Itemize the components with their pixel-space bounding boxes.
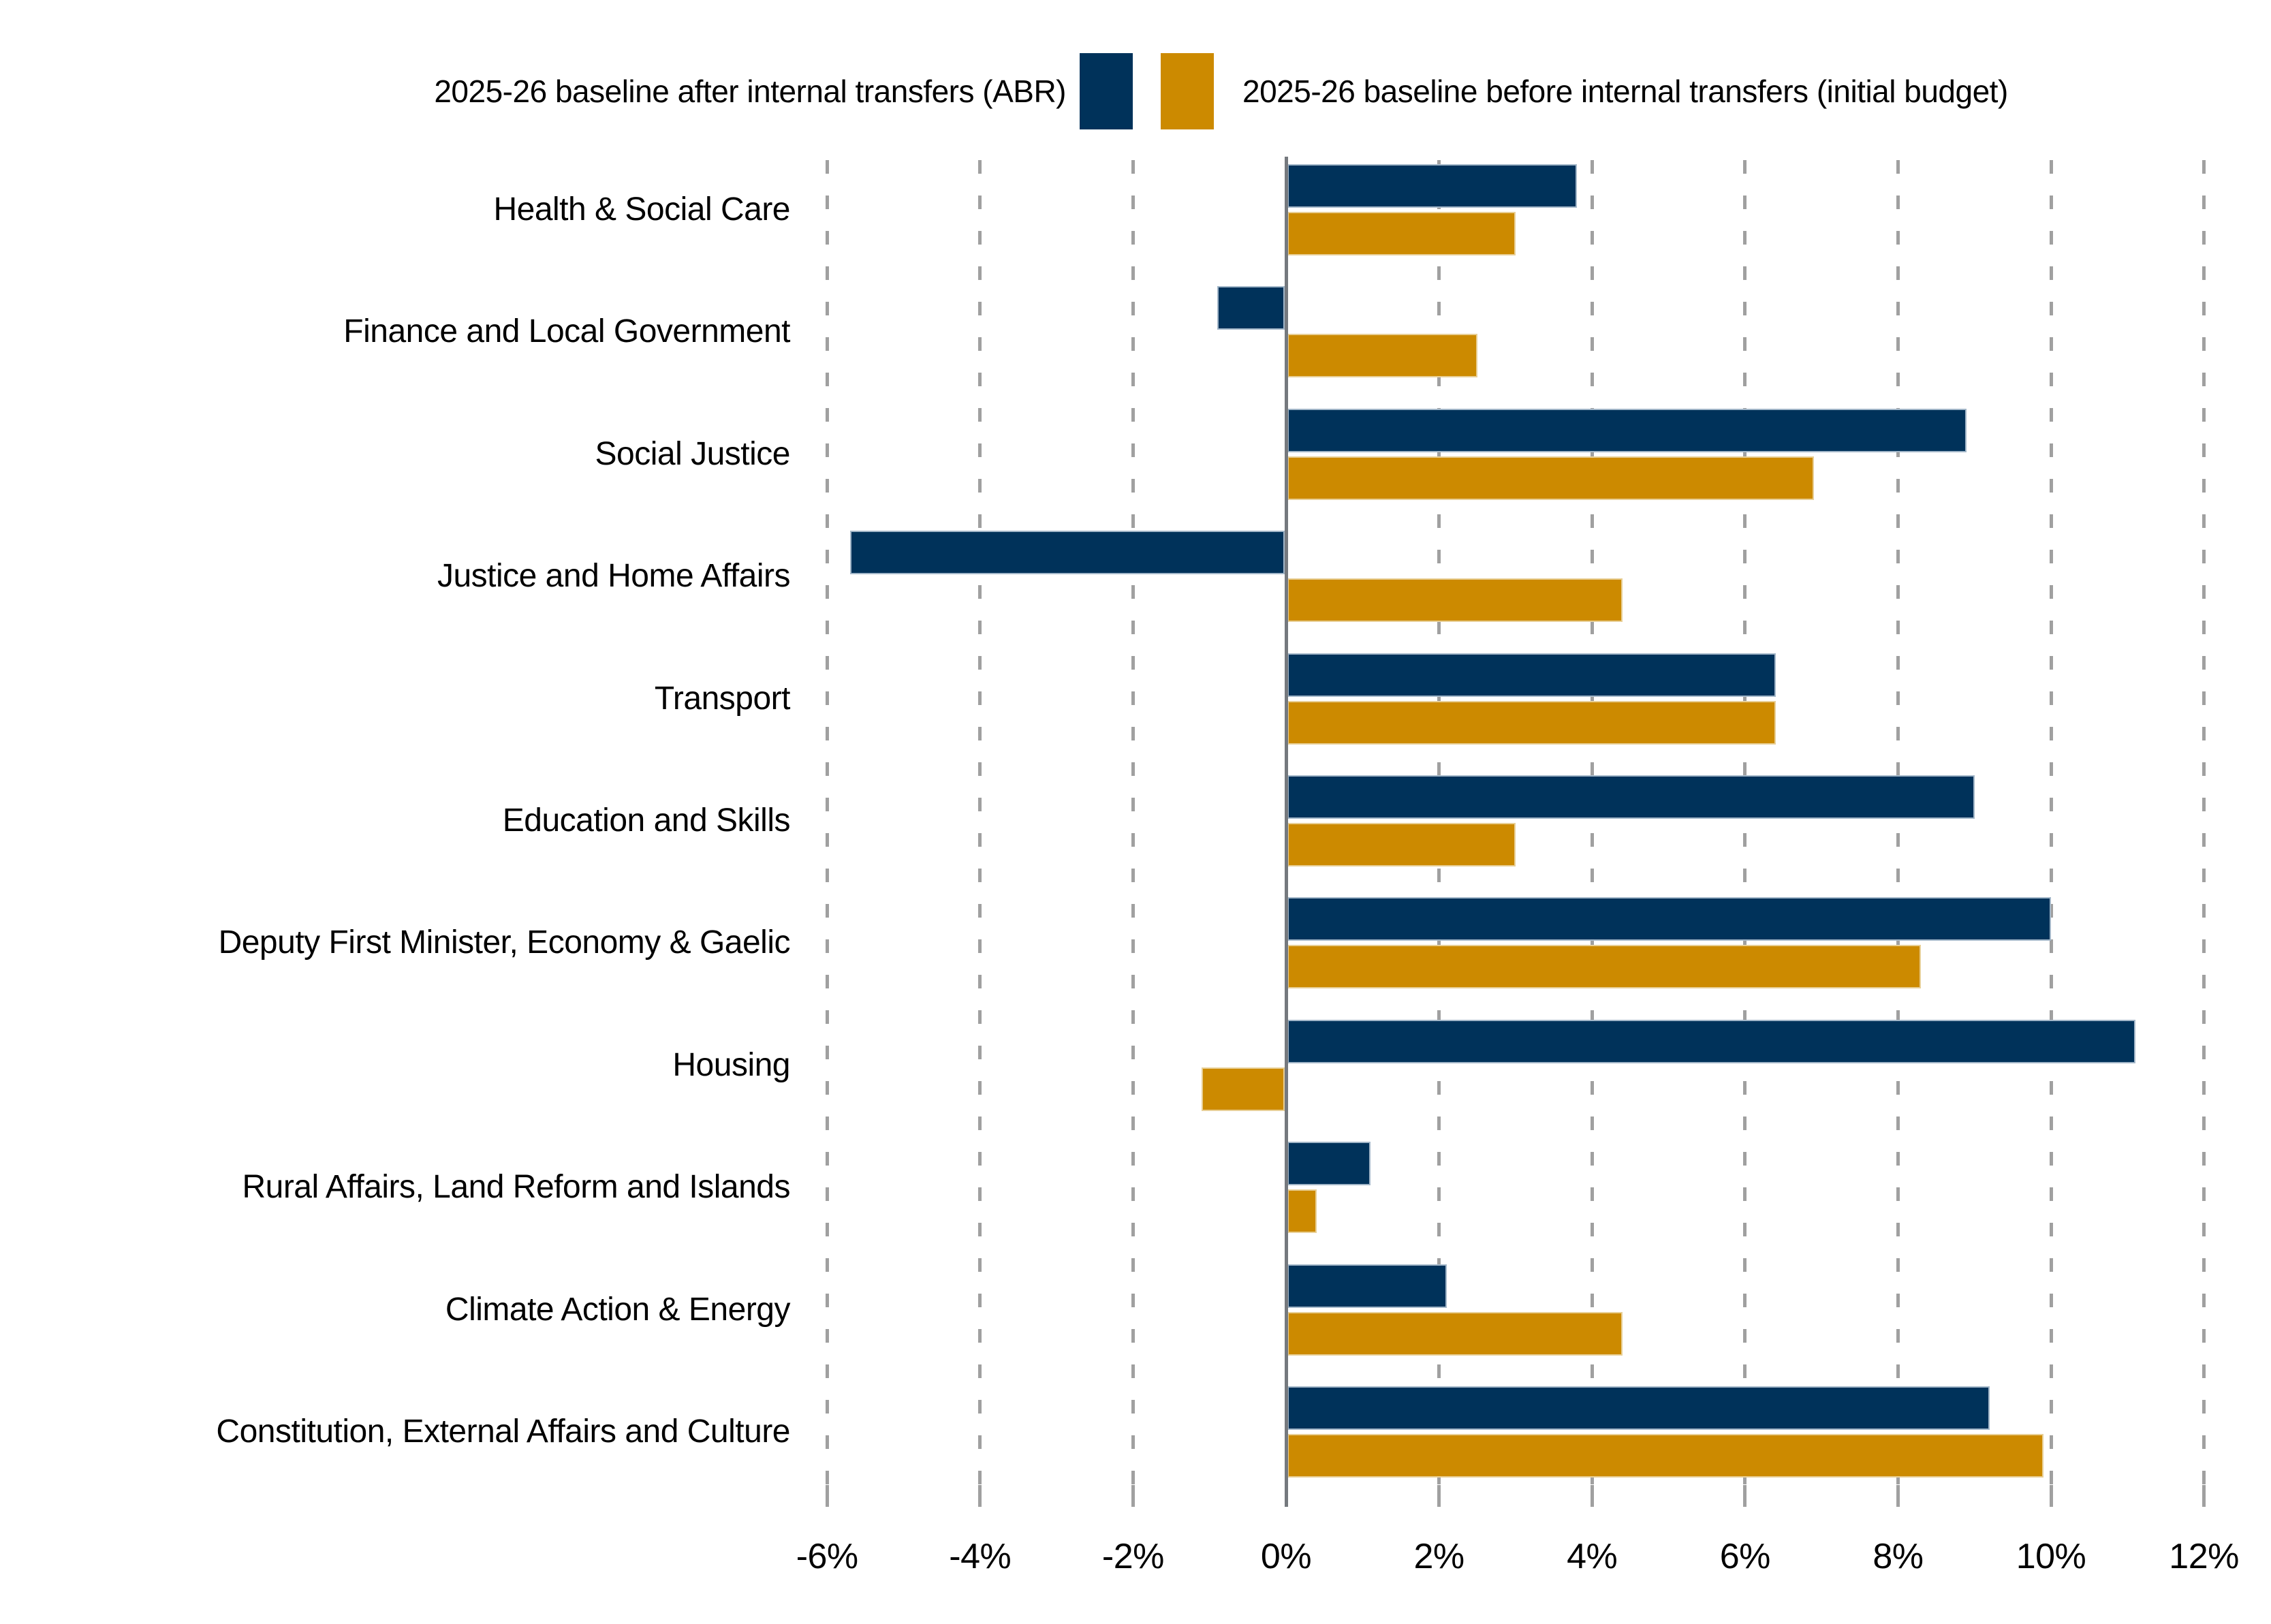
x-axis-label-12%: 12% bbox=[2169, 1537, 2239, 1576]
bar-initial-health-social-care bbox=[1287, 212, 1516, 255]
bar-abr-deputy-first-minister-economy-gaelic bbox=[1287, 897, 2051, 941]
axis-tick--4% bbox=[978, 1485, 982, 1507]
gridline--2% bbox=[1131, 160, 1135, 1485]
bar-abr-social-justice bbox=[1287, 408, 1967, 452]
category-label-finance-and-local-government: Finance and Local Government bbox=[343, 313, 790, 350]
x-axis-label-10%: 10% bbox=[2016, 1537, 2086, 1576]
category-label-rural-affairs-land-reform-and-islands: Rural Affairs, Land Reform and Islands bbox=[242, 1169, 790, 1206]
bar-abr-transport bbox=[1287, 653, 1776, 697]
gridline-6% bbox=[1743, 160, 1747, 1485]
bar-abr-justice-and-home-affairs bbox=[849, 531, 1285, 575]
axis-tick-6% bbox=[1743, 1485, 1747, 1507]
legend-swatch-abr-icon bbox=[1080, 53, 1133, 129]
bar-initial-constitution-external-affairs-and-culture bbox=[1287, 1434, 2043, 1478]
x-axis-label-6%: 6% bbox=[1719, 1537, 1771, 1576]
gridline-2% bbox=[1437, 160, 1441, 1485]
x-axis-label--6%: -6% bbox=[796, 1537, 858, 1576]
bar-abr-housing bbox=[1287, 1019, 2135, 1063]
bar-abr-rural-affairs-land-reform-and-islands bbox=[1287, 1142, 1371, 1186]
category-label-transport: Transport bbox=[654, 680, 791, 717]
gridline-4% bbox=[1590, 160, 1594, 1485]
axis-tick--2% bbox=[1131, 1485, 1135, 1507]
gridline--4% bbox=[978, 160, 982, 1485]
bar-initial-education-and-skills bbox=[1287, 823, 1516, 866]
zero-axis-line bbox=[1284, 157, 1288, 1507]
category-label-social-justice: Social Justice bbox=[595, 435, 791, 472]
x-axis-label-2%: 2% bbox=[1413, 1537, 1465, 1576]
legend-swatch-initial-icon bbox=[1161, 53, 1214, 129]
category-label-deputy-first-minister-economy-gaelic: Deputy First Minister, Economy & Gaelic bbox=[218, 924, 791, 961]
axis-tick-4% bbox=[1590, 1485, 1594, 1507]
x-axis-label-8%: 8% bbox=[1873, 1537, 1924, 1576]
axis-tick-10% bbox=[2049, 1485, 2053, 1507]
bar-abr-health-social-care bbox=[1287, 164, 1577, 208]
category-label-justice-and-home-affairs: Justice and Home Affairs bbox=[437, 558, 791, 595]
x-axis-label--2%: -2% bbox=[1101, 1537, 1164, 1576]
gridline-10% bbox=[2049, 160, 2053, 1485]
bar-initial-finance-and-local-government bbox=[1287, 334, 1477, 378]
axis-tick--6% bbox=[825, 1485, 829, 1507]
category-label-climate-action-energy: Climate Action & Energy bbox=[445, 1291, 791, 1328]
gridline-8% bbox=[1896, 160, 1900, 1485]
x-axis-label-4%: 4% bbox=[1567, 1537, 1618, 1576]
axis-tick-2% bbox=[1437, 1485, 1441, 1507]
x-axis-label--4%: -4% bbox=[949, 1537, 1012, 1576]
axis-tick-12% bbox=[2202, 1485, 2206, 1507]
category-label-health-social-care: Health & Social Care bbox=[493, 191, 790, 228]
axis-tick-8% bbox=[1896, 1485, 1900, 1507]
bar-initial-deputy-first-minister-economy-gaelic bbox=[1287, 945, 1922, 989]
category-label-constitution-external-affairs-and-culture: Constitution, External Affairs and Cultu… bbox=[216, 1414, 790, 1450]
legend-label-abr: 2025-26 baseline after internal transfer… bbox=[434, 74, 1066, 109]
bar-initial-housing bbox=[1202, 1067, 1285, 1111]
bar-initial-rural-affairs-land-reform-and-islands bbox=[1287, 1189, 1317, 1234]
gridline--6% bbox=[825, 160, 829, 1485]
legend-label-initial: 2025-26 baseline before internal transfe… bbox=[1242, 74, 2008, 109]
bar-abr-climate-action-energy bbox=[1287, 1264, 1447, 1308]
category-label-education-and-skills: Education and Skills bbox=[502, 802, 791, 839]
bar-initial-justice-and-home-affairs bbox=[1287, 578, 1623, 623]
bar-initial-climate-action-energy bbox=[1287, 1311, 1623, 1356]
bar-abr-finance-and-local-government bbox=[1217, 286, 1285, 330]
bar-initial-social-justice bbox=[1287, 456, 1814, 500]
bar-initial-transport bbox=[1287, 700, 1776, 745]
bar-abr-constitution-external-affairs-and-culture bbox=[1287, 1386, 1990, 1430]
category-label-housing: Housing bbox=[672, 1046, 790, 1083]
gridline-12% bbox=[2202, 160, 2206, 1485]
x-axis-label-0%: 0% bbox=[1260, 1537, 1312, 1576]
bar-abr-education-and-skills bbox=[1287, 775, 1975, 819]
